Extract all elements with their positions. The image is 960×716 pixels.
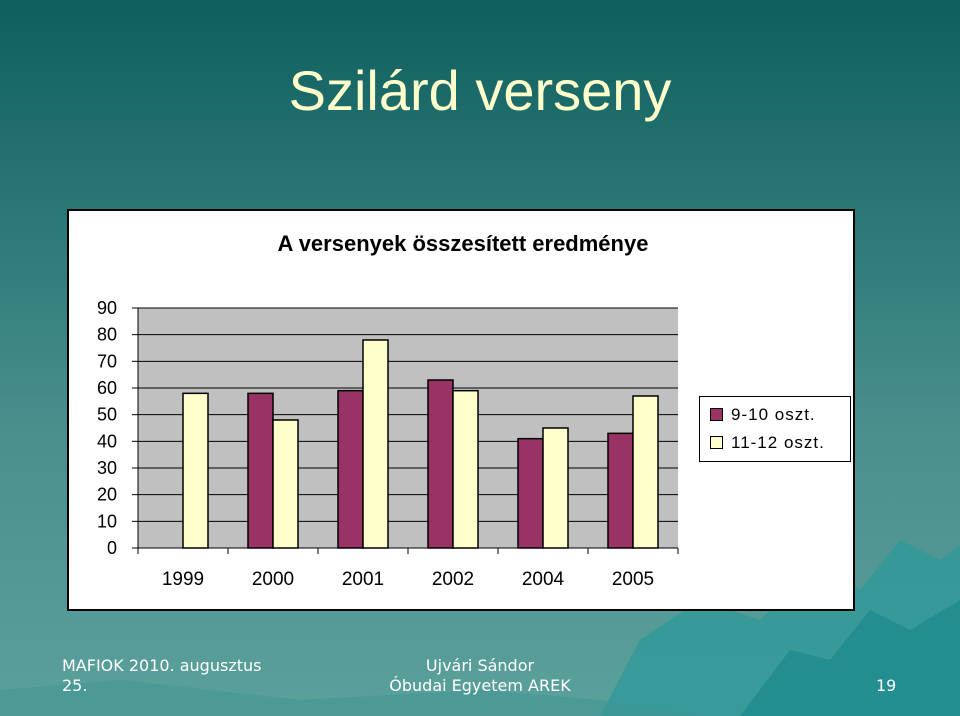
bar-2004-series-1 — [517, 437, 544, 549]
footer-event-line-1: MAFIOK 2010. augusztus — [62, 656, 262, 675]
bar-2005-series-1 — [607, 432, 634, 549]
bar-2005-series-2 — [632, 395, 659, 549]
bar-2004-series-2 — [542, 427, 569, 549]
legend-swatch-series-1 — [710, 408, 723, 421]
legend-item-series-2: 11-12 oszt. — [710, 433, 825, 453]
slide-title: Szilárd verseny — [288, 59, 672, 122]
x-tick-label: 2002 — [432, 569, 474, 590]
legend-label-series-1: 9-10 oszt. — [731, 405, 816, 424]
chart-title: A versenyek összesített eredménye — [277, 231, 649, 256]
bar-chart: 0 10 20 30 40 50 60 70 80 90 1999 2000 2001 2002 2004 2… — [97, 298, 679, 590]
page-number: 19 — [876, 676, 897, 695]
y-tick-label: 0 — [107, 538, 117, 558]
y-tick-label: 30 — [97, 458, 117, 478]
bar-2002-series-1 — [427, 379, 454, 549]
bar-2001-series-2 — [362, 339, 389, 549]
footer-author: Ujvári Sándor — [425, 656, 535, 675]
y-tick-label: 40 — [97, 431, 117, 451]
y-tick-label: 80 — [97, 325, 117, 345]
bar-2001-series-1 — [337, 389, 364, 549]
plot-area — [138, 308, 678, 548]
y-tick-label: 50 — [97, 405, 117, 425]
chart-legend: 9-10 oszt. 11-12 oszt. — [699, 396, 851, 462]
bar-2000-series-1 — [247, 392, 274, 549]
y-tick-label: 90 — [97, 298, 117, 318]
footer-event-line-2: 25. — [62, 676, 88, 695]
y-tick-label: 10 — [97, 511, 117, 531]
bar-1999-series-2 — [182, 392, 209, 549]
x-tick-label: 2001 — [342, 569, 384, 590]
x-tick-label: 2005 — [612, 569, 654, 590]
x-tick-label: 2004 — [522, 569, 565, 590]
bar-2002-series-2 — [452, 389, 479, 549]
y-tick-label: 20 — [97, 485, 117, 505]
chart-container: 0 10 20 30 40 50 60 70 80 90 1999 2000 2001 2002 2004 2… — [67, 209, 855, 611]
x-tick-label: 2000 — [252, 569, 294, 590]
legend-swatch-series-2 — [710, 436, 723, 449]
y-tick-label: 70 — [97, 351, 117, 371]
footer-institution: Óbudai Egyetem AREK — [389, 676, 571, 695]
y-tick-label: 60 — [97, 378, 117, 398]
legend-item-series-1: 9-10 oszt. — [710, 405, 816, 425]
legend-label-series-2: 11-12 oszt. — [731, 433, 825, 452]
x-tick-label: 1999 — [162, 569, 204, 590]
bar-2000-series-2 — [272, 419, 299, 549]
